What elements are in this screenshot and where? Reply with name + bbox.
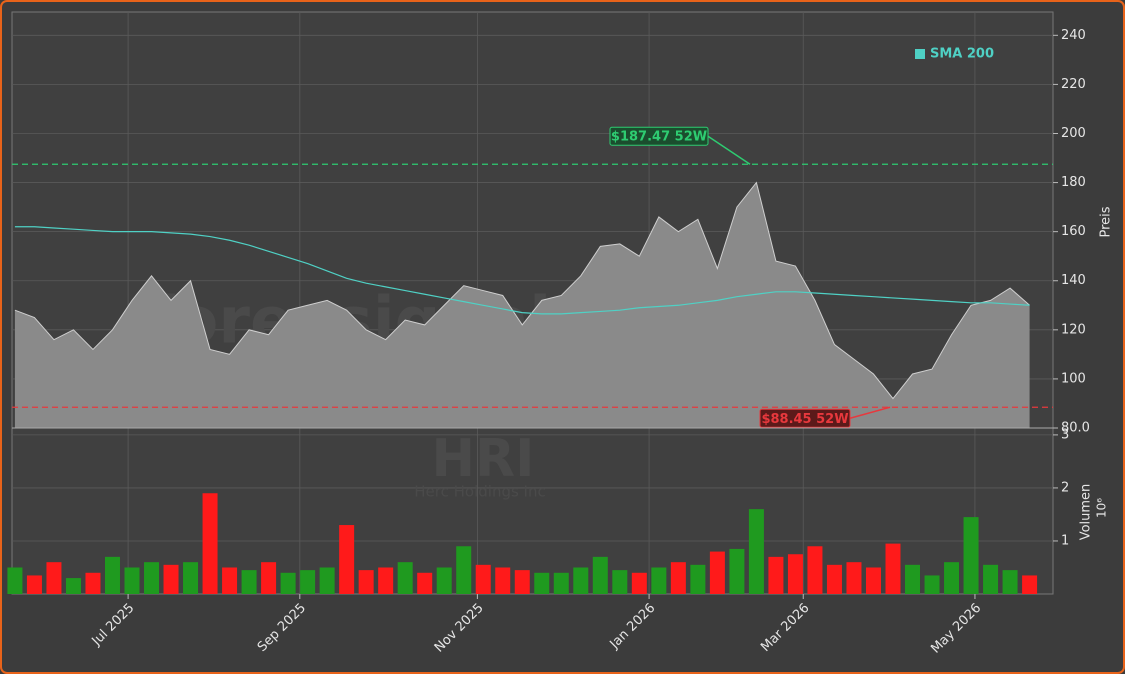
annotation-arrow [849,406,891,419]
y-tick-label: 160 [1061,224,1086,239]
volume-bar [436,567,452,594]
y-tick-label: 180 [1061,175,1086,190]
volume-bar [983,564,999,594]
volume-bar [553,572,569,594]
volume-bar [397,562,413,594]
annotation-label: $187.47 52W [611,130,707,145]
volume-bar [417,572,433,594]
y-tick-label: 240 [1061,28,1086,43]
y-tick-label: 80.0 [1061,421,1090,436]
volume-bar [768,556,784,594]
scale-label: 10⁶ [1095,498,1109,518]
volume-bar [65,578,81,594]
volume-bar [222,567,238,594]
volume-bar [7,567,23,594]
price-area [14,182,1030,428]
y-tick-label: 120 [1061,322,1086,337]
volume-bar [319,567,335,594]
legend-label: SMA 200 [930,47,994,62]
volume-bar [905,564,921,594]
volume-bar [807,546,823,594]
volume-bar [495,567,511,594]
volume-bar [944,562,960,594]
volume-bar [46,562,62,594]
annotation-box [759,408,851,428]
volume-bar [261,562,277,594]
volume-bar [729,548,745,594]
watermark-ticker: HRI [432,429,535,489]
volume-bar [534,572,550,594]
y-tick-label: 100 [1061,371,1086,386]
volume-bar [358,570,374,594]
volume-bar [514,570,530,594]
y-tick-label: 2 [1061,480,1069,495]
volume-bar [787,554,803,594]
y-tick-label: 3 [1061,427,1069,442]
annotation-box [609,126,709,146]
volume-bar [202,493,218,594]
annotation-arrow [707,135,751,165]
volume-bar [85,572,101,594]
price-line [14,181,1030,400]
volume-bar [924,575,940,594]
volume-bar [378,567,394,594]
y-tick-label: 200 [1061,126,1086,141]
y-tick-label: 220 [1061,77,1086,92]
volume-bar [26,575,42,594]
volume-bar [280,572,296,594]
volume-bar [104,556,120,594]
volume-bar [670,562,686,594]
volume-bar [709,551,725,594]
annotation-label: $88.45 52W [761,412,848,427]
y-tick-label: 140 [1061,273,1086,288]
volume-bar [1002,570,1018,594]
volume-bar [339,525,355,594]
volume-bar [163,564,179,594]
volume-bar [456,546,472,594]
volume-bar [144,562,160,594]
volume-bar [748,509,764,594]
volume-bar [241,570,257,594]
volume-bar [963,517,979,594]
volume-bar [865,567,881,594]
volume-bar [475,564,491,594]
volume-bar [846,562,862,594]
legend-swatch [915,49,925,59]
volume-bar [592,556,608,594]
volume-bar [651,567,667,594]
volume-bar [124,567,140,594]
volume-bar [631,572,647,594]
volume-bar [1022,575,1038,594]
y-axis-label: Volumen [1079,484,1094,541]
volume-bar [690,564,706,594]
volume-bar [612,570,628,594]
y-tick-label: 1 [1061,533,1069,548]
watermark-company: Herc Holdings Inc [414,483,545,501]
volume-bar [826,564,842,594]
sma-line [14,226,1030,315]
y-axis-label: Preis [1099,206,1114,237]
volume-bar [300,570,316,594]
volume-bar [885,543,901,594]
volume-bar [573,567,589,594]
volume-bar [183,562,199,594]
